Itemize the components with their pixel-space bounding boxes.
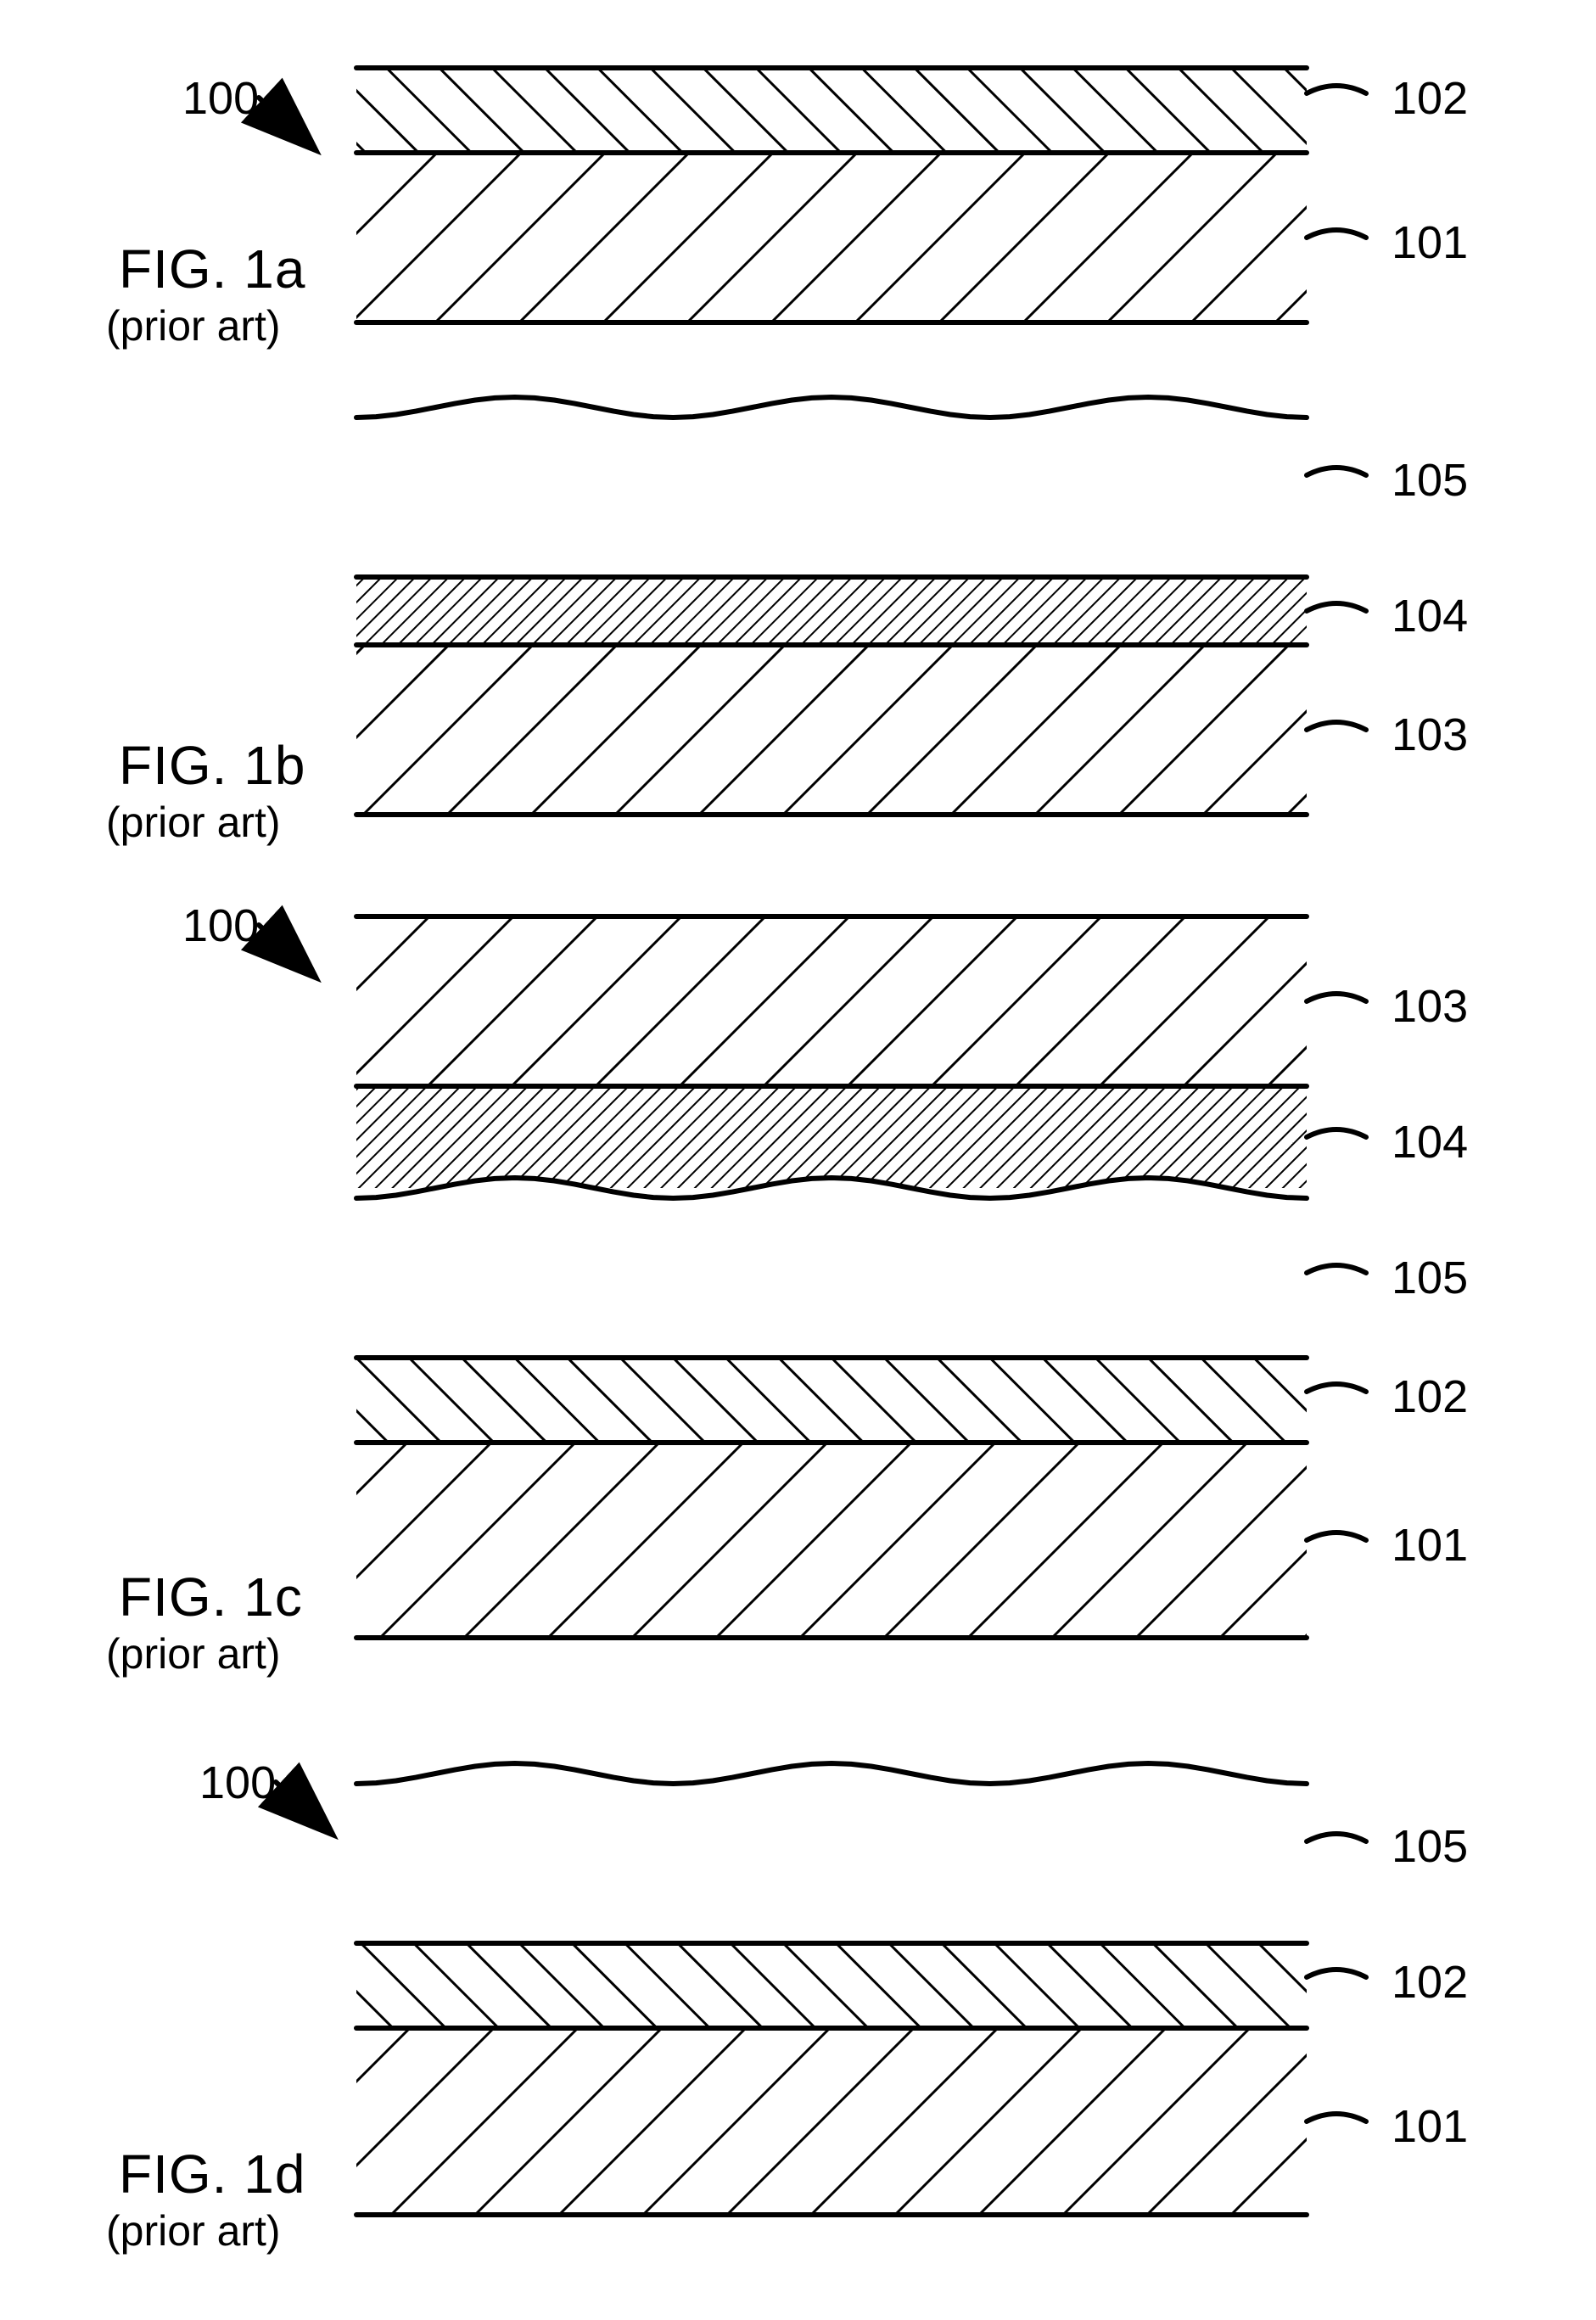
layer-fill-a-0 [356, 68, 1307, 153]
reference-numeral: 101 [1392, 216, 1468, 269]
figure-subtitle: (prior art) [106, 301, 281, 350]
layer-fill-a-1 [356, 153, 1307, 322]
layer-fill-b-1 [356, 577, 1307, 645]
pointer-arrow [259, 925, 314, 976]
pointer-arrow [259, 98, 314, 149]
leader-line [1307, 2114, 1366, 2121]
layer-fill-b-2 [356, 645, 1307, 815]
leader-line [1307, 1834, 1366, 1841]
reference-numeral: 102 [1392, 1956, 1468, 2009]
assembly-label: 100 [199, 1757, 276, 1809]
reference-numeral: 104 [1392, 590, 1468, 642]
reference-numeral: 105 [1392, 1820, 1468, 1873]
figure-title: FIG. 1d [119, 2147, 305, 2201]
figure-subtitle: (prior art) [106, 798, 281, 847]
leader-line [1307, 86, 1366, 93]
layer-fill-d-0 [356, 1763, 1307, 1953]
assembly-label: 100 [182, 899, 259, 952]
reference-numeral: 101 [1392, 1519, 1468, 1572]
reference-numeral: 101 [1392, 2100, 1468, 2153]
leader-line [1307, 468, 1366, 475]
leader-line [1307, 230, 1366, 238]
figure-subtitle: (prior art) [106, 2206, 281, 2256]
figure-subtitle: (prior art) [106, 1629, 281, 1678]
figure-title: FIG. 1a [119, 242, 305, 296]
reference-numeral: 102 [1392, 1370, 1468, 1423]
layer-fill-c-4 [356, 1443, 1307, 1638]
reference-numeral: 105 [1392, 1252, 1468, 1304]
patent-figure-page: 102 101 FIG. 1a (prior art) 100 105 104 103 FIG.… [0, 0, 1596, 2320]
leader-line [1307, 1129, 1366, 1137]
layer-fill-c-0 [356, 916, 1307, 1086]
reference-numeral: 105 [1392, 454, 1468, 507]
layer-fill-d-2 [356, 2028, 1307, 2215]
leader-line [1307, 1533, 1366, 1540]
layer-fill-b-0 [356, 397, 1307, 587]
leader-line [1307, 603, 1366, 611]
layer-fill-c-3 [356, 1358, 1307, 1443]
pointer-arrow [276, 1782, 331, 1833]
assembly-label: 100 [182, 72, 259, 125]
figure-title: FIG. 1b [119, 738, 305, 793]
layer-fill-c-2 [356, 1178, 1307, 1368]
leader-line [1307, 994, 1366, 1001]
leader-line [1307, 1265, 1366, 1273]
leader-line [1307, 1384, 1366, 1392]
figure-title: FIG. 1c [119, 1570, 303, 1624]
reference-numeral: 104 [1392, 1116, 1468, 1168]
reference-numeral: 102 [1392, 72, 1468, 125]
layer-fill-c-1 [356, 1086, 1307, 1188]
leader-line [1307, 1970, 1366, 1977]
reference-numeral: 103 [1392, 980, 1468, 1033]
layer-fill-d-1 [356, 1943, 1307, 2028]
reference-numeral: 103 [1392, 709, 1468, 761]
leader-line [1307, 722, 1366, 730]
